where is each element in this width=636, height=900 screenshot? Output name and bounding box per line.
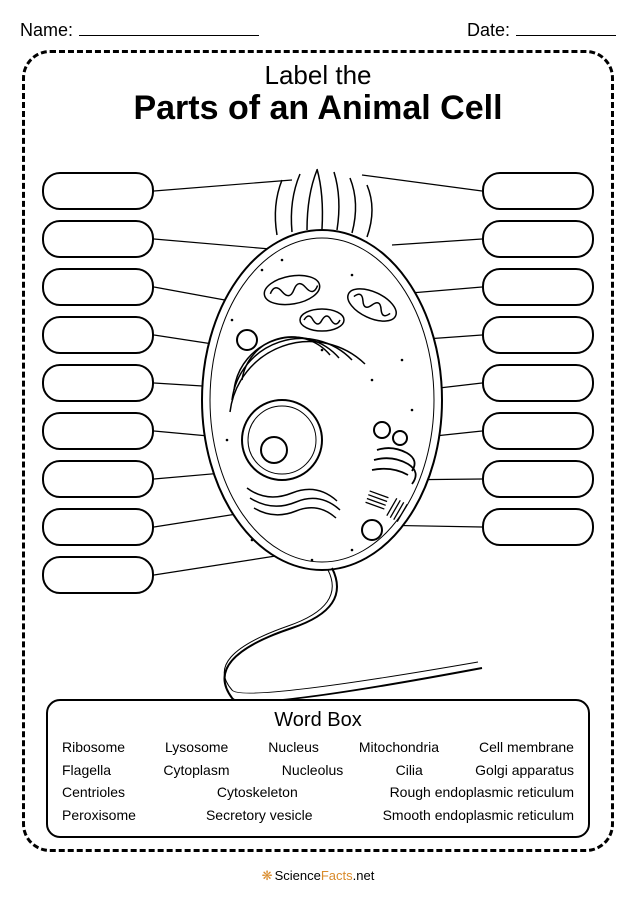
wordbox-term: Secretory vesicle (206, 804, 313, 826)
diagram-area (22, 140, 614, 700)
name-label: Name: (20, 20, 73, 41)
wordbox-row: Peroxisome Secretory vesicle Smooth endopl… (62, 804, 574, 826)
wordbox-term: Peroxisome (62, 804, 136, 826)
wordbox-term: Cilia (396, 759, 423, 781)
label-slot[interactable] (482, 508, 594, 546)
label-slot[interactable] (42, 268, 154, 306)
wordbox-term: Smooth endoplasmic reticulum (383, 804, 574, 826)
label-slot[interactable] (482, 172, 594, 210)
label-slot[interactable] (42, 412, 154, 450)
brand-main: Science (275, 868, 321, 883)
wordbox-row: Centrioles Cytoskeleton Rough endoplasmic … (62, 781, 574, 803)
footer-brand: ❋ScienceFacts.net (0, 868, 636, 884)
wordbox-term: Flagella (62, 759, 111, 781)
label-slot[interactable] (42, 556, 154, 594)
label-slot[interactable] (482, 268, 594, 306)
worksheet-title: Label the Parts of an Animal Cell (0, 60, 636, 128)
label-slot[interactable] (42, 460, 154, 498)
label-slot[interactable] (42, 220, 154, 258)
date-label: Date: (467, 20, 510, 41)
name-field: Name: (20, 16, 259, 41)
brand-suffix: .net (353, 868, 375, 883)
label-slot[interactable] (482, 460, 594, 498)
wordbox-term: Cytoplasm (163, 759, 229, 781)
wordbox-row: Ribosome Lysosome Nucleus Mitochondria Cell … (62, 736, 574, 758)
wordbox-term: Rough endoplasmic reticulum (390, 781, 574, 803)
label-slot[interactable] (482, 316, 594, 354)
wordbox-term: Mitochondria (359, 736, 439, 758)
label-slot[interactable] (42, 364, 154, 402)
wordbox-term: Golgi apparatus (475, 759, 574, 781)
wordbox-row: Flagella Cytoplasm Nucleolus Cilia Golgi app… (62, 759, 574, 781)
wordbox-term: Ribosome (62, 736, 125, 758)
date-field: Date: (467, 16, 616, 41)
label-slot[interactable] (482, 364, 594, 402)
wordbox-title: Word Box (62, 709, 574, 732)
label-slot[interactable] (42, 316, 154, 354)
label-slot[interactable] (42, 172, 154, 210)
wordbox-term: Lysosome (165, 736, 228, 758)
name-input-line[interactable] (79, 16, 259, 36)
brand-accent: Facts (321, 868, 353, 883)
title-line-1: Label the (0, 60, 636, 91)
date-input-line[interactable] (516, 16, 616, 36)
wordbox-term: Cell membrane (479, 736, 574, 758)
label-slot[interactable] (482, 412, 594, 450)
wordbox-term: Centrioles (62, 781, 125, 803)
wordbox-term: Nucleolus (282, 759, 343, 781)
word-box: Word Box Ribosome Lysosome Nucleus Mitochon… (46, 699, 590, 838)
title-line-2: Parts of an Animal Cell (0, 89, 636, 128)
atom-icon: ❋ (262, 868, 273, 883)
label-slot[interactable] (42, 508, 154, 546)
label-slot[interactable] (482, 220, 594, 258)
wordbox-term: Nucleus (268, 736, 319, 758)
header-row: Name: Date: (20, 16, 616, 41)
wordbox-term: Cytoskeleton (217, 781, 298, 803)
